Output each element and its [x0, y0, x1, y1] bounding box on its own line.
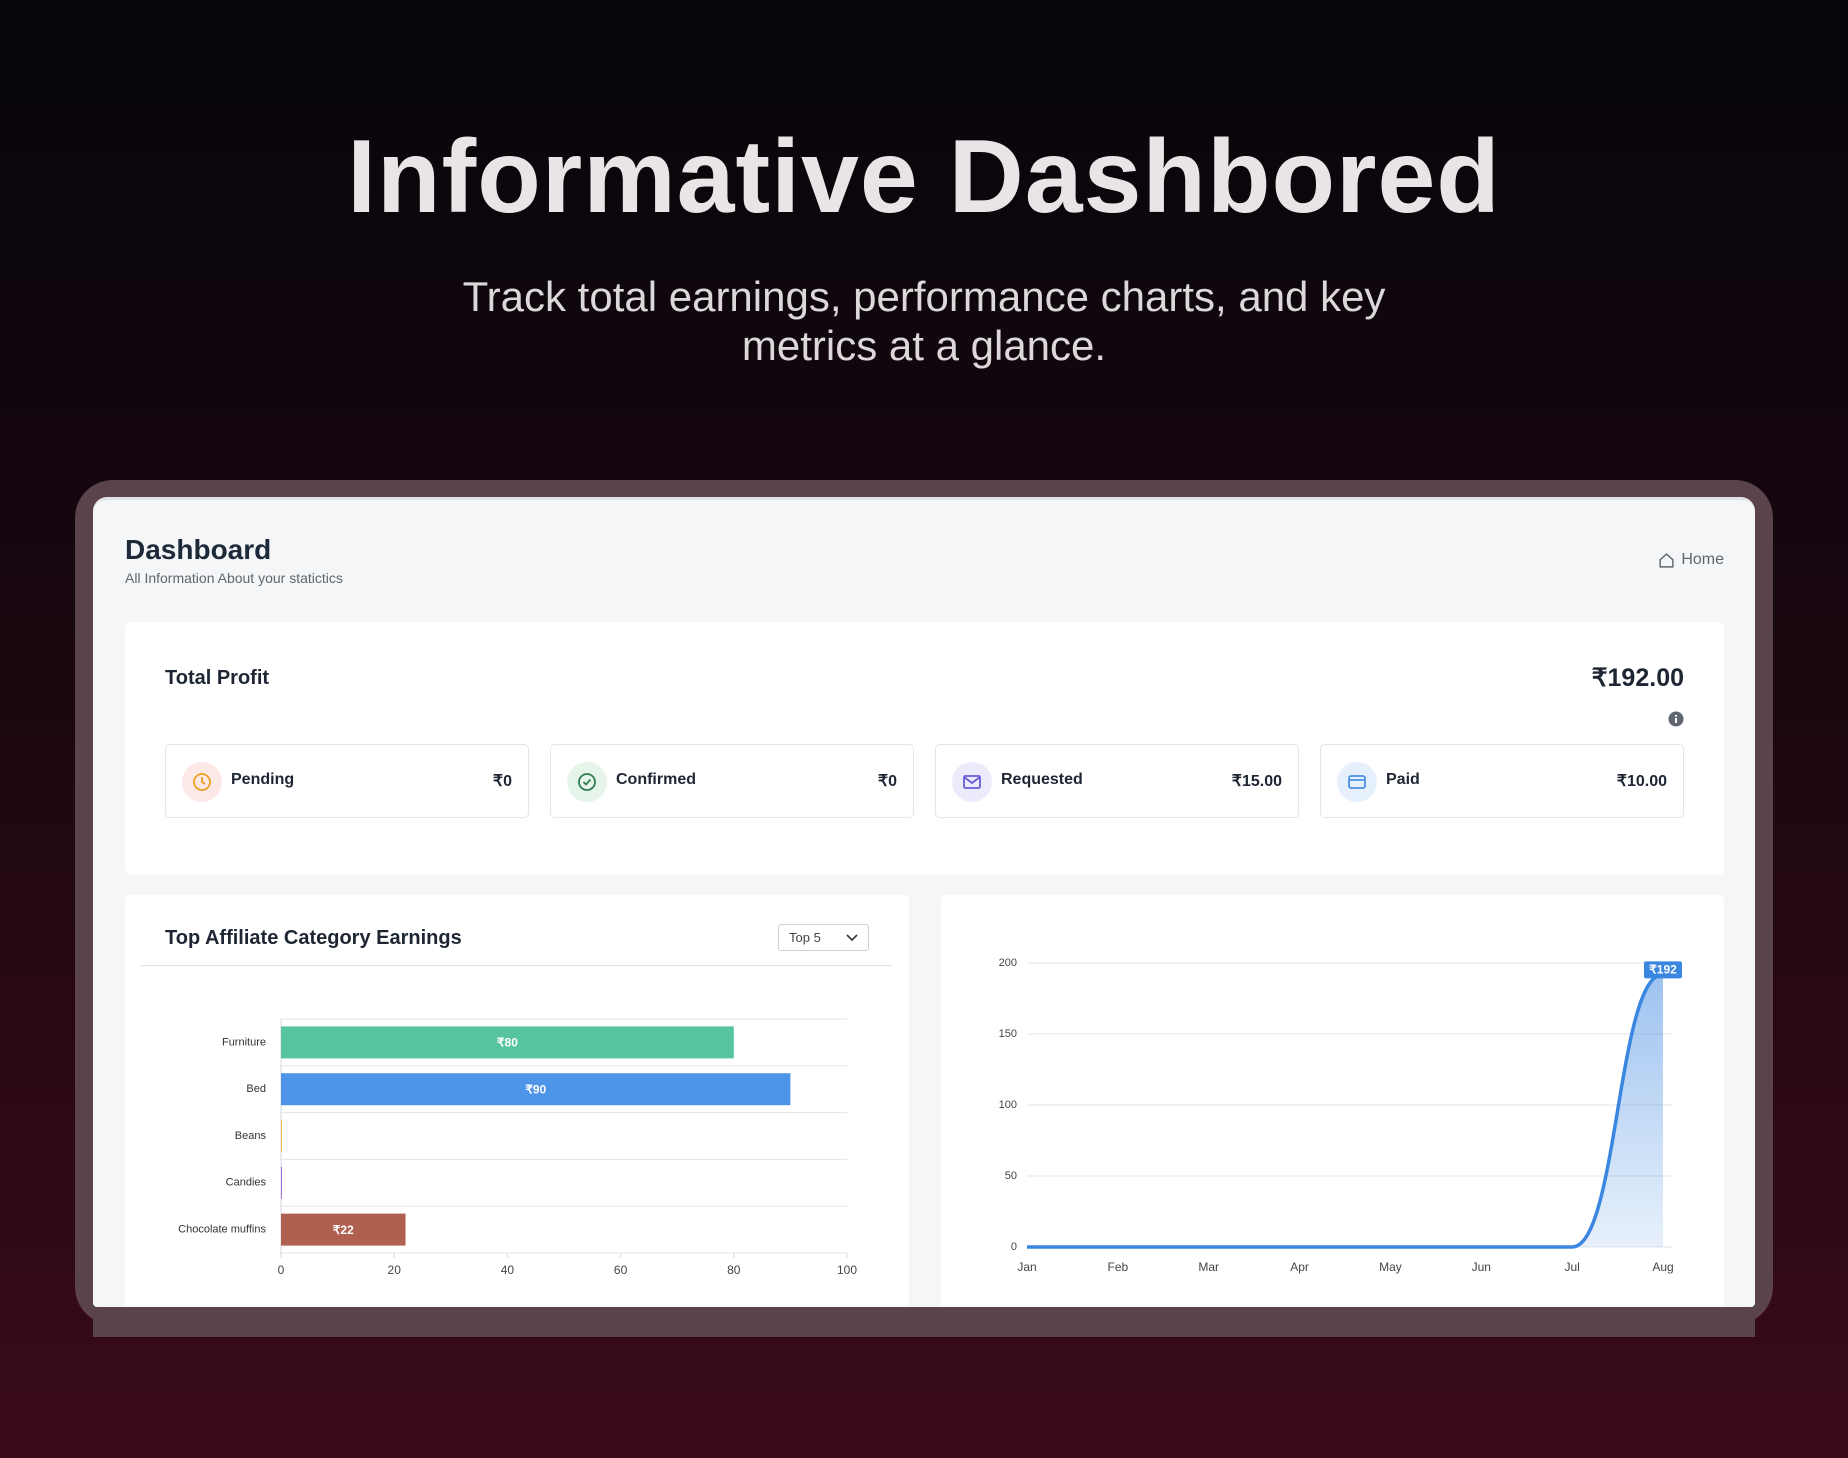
bar [281, 1026, 734, 1059]
bar-chart-title: Top Affiliate Category Earnings [165, 927, 462, 949]
y-tick-label: 100 [999, 1099, 1017, 1111]
requested-icon [952, 762, 992, 802]
y-tick-label: 200 [999, 957, 1017, 969]
line-area [1027, 974, 1663, 1247]
x-tick-label: Mar [1198, 1260, 1219, 1274]
bar [281, 1166, 282, 1199]
x-tick-label: 100 [837, 1263, 857, 1277]
value-label: ₹192 [1649, 963, 1677, 977]
stat-value: ₹0 [492, 773, 512, 790]
value-label-box [1644, 961, 1682, 979]
y-tick-label: 0 [1011, 1241, 1017, 1253]
filter-value[interactable]: Top 5 [789, 930, 821, 945]
x-tick-label: 40 [501, 1263, 515, 1277]
category-label: Candies [226, 1177, 267, 1189]
x-tick-label: 0 [278, 1263, 285, 1277]
stat-value: ₹0 [877, 773, 897, 790]
page-title: Dashboard [125, 534, 272, 565]
confirmed-icon [567, 762, 607, 802]
stat-card: Confirmed ₹0 [550, 744, 914, 818]
breadcrumb[interactable]: Home [1658, 551, 1724, 569]
x-tick-label: Jul [1564, 1260, 1579, 1274]
category-label: Bed [246, 1083, 266, 1095]
stat-label: Confirmed [616, 771, 696, 788]
stat-label: Requested [1001, 771, 1083, 788]
frame-bottom [93, 1307, 1755, 1337]
paid-icon [1337, 762, 1377, 802]
category-label: Chocolate muffins [178, 1224, 266, 1236]
hero-title: Informative Dashbored [347, 119, 1501, 235]
breadcrumb-home[interactable]: Home [1681, 551, 1724, 568]
stat-card: Requested ₹15.00 [935, 744, 1299, 818]
info-icon[interactable] [1668, 711, 1684, 727]
bar [281, 1213, 406, 1246]
pending-icon [182, 762, 222, 802]
x-tick-label: Jun [1472, 1260, 1491, 1274]
chevron [846, 933, 858, 941]
line-card [941, 895, 1724, 1325]
value-label: ₹90 [525, 1082, 546, 1096]
x-tick-label: Jan [1017, 1260, 1036, 1274]
line [1027, 972, 1664, 1249]
stat-label: Pending [231, 771, 295, 788]
page-subtitle: All Information About your statictics [125, 570, 343, 586]
stat-label: Paid [1386, 771, 1420, 788]
home-icon [1659, 552, 1674, 568]
x-tick-label: Aug [1652, 1260, 1673, 1274]
value-label: ₹80 [497, 1036, 518, 1050]
profit-value: ₹192.00 [1591, 664, 1684, 692]
x-tick-label: Apr [1290, 1260, 1309, 1274]
x-tick-label: 80 [727, 1263, 741, 1277]
bar [281, 1120, 282, 1152]
stat-card: Paid ₹10.00 [1320, 744, 1684, 818]
category-label: Furniture [222, 1036, 266, 1048]
bar [281, 1073, 791, 1106]
hero-subtitle: Track total earnings, performance charts… [462, 273, 1386, 369]
x-tick-label: May [1379, 1260, 1402, 1274]
x-tick-label: 60 [614, 1263, 628, 1277]
divider [141, 965, 892, 966]
stat-card: Pending ₹0 [165, 744, 529, 818]
value-label: ₹22 [333, 1223, 354, 1237]
category-label: Beans [235, 1130, 267, 1142]
stat-value: ₹10.00 [1616, 773, 1667, 790]
y-tick-label: 50 [1005, 1170, 1017, 1182]
profit-label: Total Profit [165, 667, 270, 689]
y-tick-label: 150 [999, 1028, 1017, 1040]
filter-dropdown[interactable]: Top 5 [778, 924, 869, 951]
x-tick-label: Feb [1108, 1260, 1129, 1274]
stat-value: ₹15.00 [1231, 773, 1282, 790]
x-tick-label: 20 [388, 1263, 402, 1277]
